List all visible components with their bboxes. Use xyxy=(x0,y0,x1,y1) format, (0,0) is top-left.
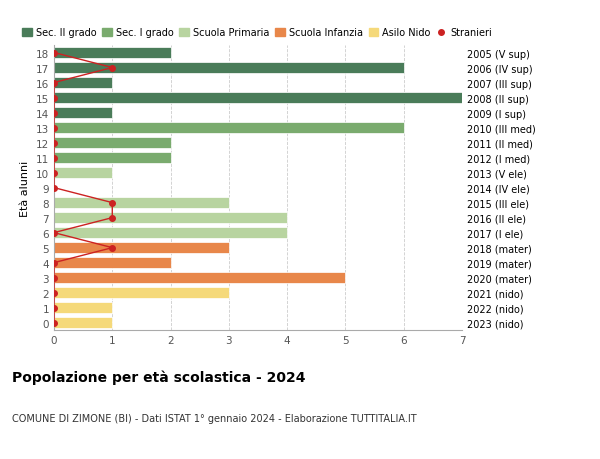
Bar xyxy=(54,198,229,208)
Bar xyxy=(54,302,112,313)
Legend: Sec. II grado, Sec. I grado, Scuola Primaria, Scuola Infanzia, Asilo Nido, Stran: Sec. II grado, Sec. I grado, Scuola Prim… xyxy=(22,28,492,38)
Bar xyxy=(54,228,287,239)
Text: COMUNE DI ZIMONE (BI) - Dati ISTAT 1° gennaio 2024 - Elaborazione TUTTITALIA.IT: COMUNE DI ZIMONE (BI) - Dati ISTAT 1° ge… xyxy=(12,413,416,423)
Y-axis label: Età alunni: Età alunni xyxy=(20,160,31,216)
Bar xyxy=(54,213,287,224)
Bar xyxy=(54,123,404,134)
Text: Popolazione per età scolastica - 2024: Popolazione per età scolastica - 2024 xyxy=(12,369,305,384)
Bar xyxy=(54,318,112,328)
Bar xyxy=(54,288,229,298)
Bar xyxy=(54,108,112,119)
Bar xyxy=(54,63,404,74)
Bar xyxy=(54,93,462,104)
Bar xyxy=(54,48,170,59)
Bar xyxy=(54,168,112,179)
Bar xyxy=(54,243,229,253)
Bar xyxy=(54,257,170,269)
Bar xyxy=(54,138,170,149)
Bar xyxy=(54,153,170,163)
Bar xyxy=(54,78,112,89)
Bar xyxy=(54,273,346,284)
